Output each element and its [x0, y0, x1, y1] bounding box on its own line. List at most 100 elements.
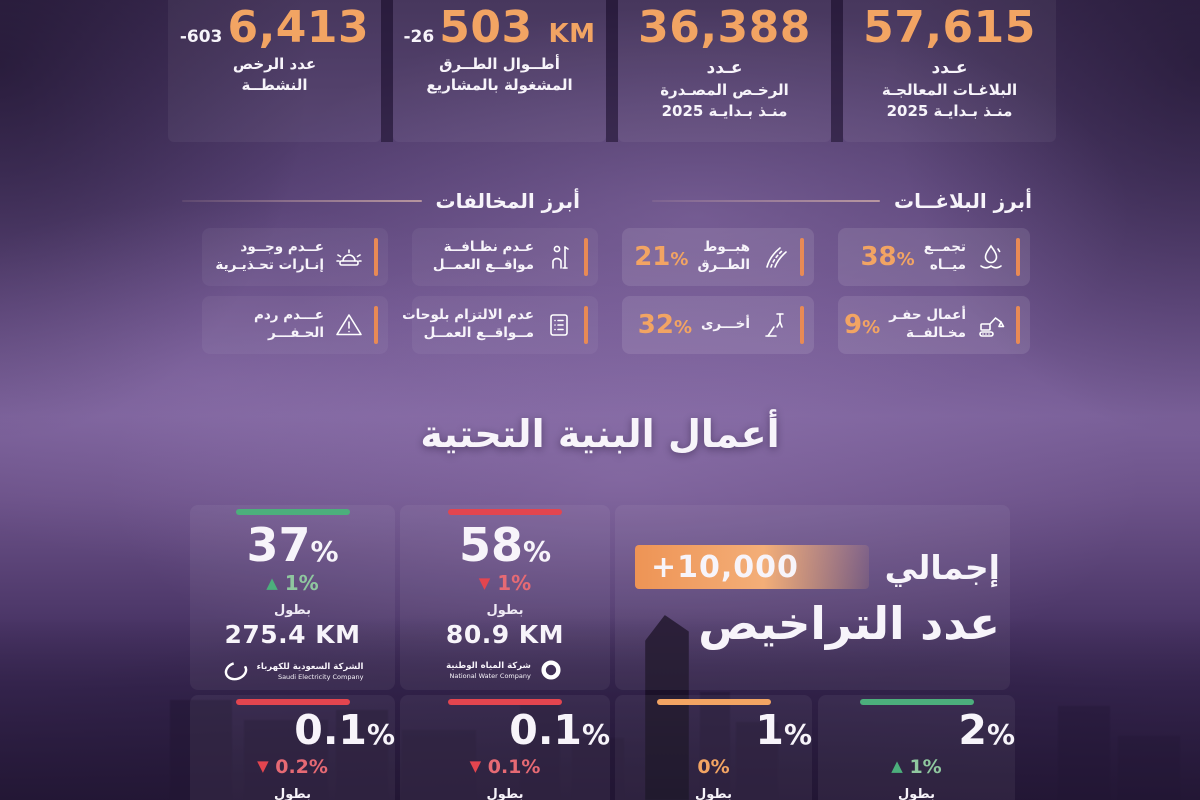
length-value: 275.4 KM: [224, 620, 361, 650]
stat-card-road-lengths: 503 KM -26 أطــوال الطــرق المشغولة بالم…: [393, 0, 606, 142]
small-percent: 0.1: [509, 706, 582, 754]
accent-bar: [584, 238, 588, 276]
report-item-illegal-excavation: أعمال حفـر مخـالفــة 9%: [838, 296, 1030, 354]
item-label: مواقــع العمــل: [432, 257, 534, 273]
stat-label: عدد الرخص: [232, 55, 317, 74]
trend-change: 0.1%: [487, 756, 541, 779]
company-card-water: 58% ▼ 1% بطول 80.9 KM شركة المياه الوطني…: [400, 505, 610, 690]
top-stats-row: 57,615 عـدد البلاغـات المعالجـة منـذ بـد…: [168, 0, 1056, 142]
stat-value: 6,413: [227, 2, 370, 53]
accent-bar-green: [235, 509, 350, 515]
trend-change: 1%: [909, 756, 942, 779]
item-label: مــواقــع العمــل: [423, 325, 534, 341]
company-card-electricity: 37% ▲ 1% بطول 275.4 KM الشركة السعودية ل…: [190, 505, 395, 690]
violations-section-header: أبرز المخالفات: [182, 188, 580, 214]
total-value-bar: +10,000: [635, 545, 869, 589]
road-icon: [759, 241, 791, 273]
small-stat-card-2: 0.1% ▼ 0.1% بطول: [400, 695, 610, 800]
item-percent: 9: [844, 310, 863, 340]
total-title: عدد التراخيص: [698, 597, 1000, 650]
building-silhouette: [1058, 706, 1110, 800]
trend-change: 1%: [497, 571, 532, 596]
trend-change: 1%: [284, 571, 319, 596]
stat-label: منـذ بـدايـة 2025: [886, 101, 1013, 120]
stat-label: عـدد: [706, 58, 743, 79]
infrastructure-section-title: أعمال البنية التحتية: [420, 412, 780, 456]
top-issues-grid: تجمــع ميــاه 38% هبــوط الطــرق 21%: [182, 228, 1030, 354]
company-percent: 58: [458, 518, 523, 572]
nwc-logo-icon: [538, 657, 564, 683]
jackhammer-icon: [759, 309, 791, 341]
length-label: بطول: [274, 787, 311, 800]
item-label: مخـالفــة: [906, 325, 966, 341]
item-percent: 38: [860, 242, 897, 272]
building-silhouette: [1118, 736, 1180, 800]
item-label: عـــدم ردم: [253, 307, 324, 324]
nwc-logo: شركة المياه الوطنية National Water Compa…: [400, 657, 610, 683]
length-label: بطول: [695, 787, 732, 800]
trend-down-arrow: ▼: [478, 574, 491, 593]
item-label: عـدم نظـافــة: [443, 239, 534, 256]
item-label: ميــاه: [929, 257, 966, 273]
header-divider-line: [182, 200, 422, 202]
stat-value: 36,388: [638, 2, 811, 53]
item-percent: 32: [637, 310, 674, 340]
section-title: أبرز البلاغــات: [894, 189, 1032, 213]
siren-icon: [333, 241, 365, 273]
sec-logo-icon: [222, 657, 250, 685]
small-percent: 2: [958, 706, 987, 754]
report-item-water-pooling: تجمــع ميــاه 38%: [838, 228, 1030, 286]
item-label: إنـارات تحـذيـرية: [215, 257, 324, 273]
item-label: عــدم وجــود: [240, 239, 324, 256]
stat-label: النشطــة: [241, 75, 308, 94]
warning-triangle-icon: [333, 309, 365, 341]
small-stat-card-3: 1% 0% بطول: [615, 695, 812, 800]
accent-bar: [584, 306, 588, 344]
company-name-en: National Water Company: [449, 671, 531, 680]
item-label: عدم الالتزام بلوحات: [402, 307, 534, 324]
excavator-icon: [975, 309, 1007, 341]
total-side-label: إجمالي: [884, 547, 1000, 587]
stat-value: 503: [439, 2, 533, 53]
stat-unit: KM: [548, 19, 596, 49]
company-name-en: Saudi Electricity Company: [277, 672, 364, 681]
report-item-other: أخـــرى 32%: [622, 296, 814, 354]
worker-icon: [543, 241, 575, 273]
skyscraper-silhouette: [645, 615, 689, 800]
trend-down-arrow: ▼: [257, 757, 269, 776]
length-label: بطول: [486, 787, 524, 800]
length-value: 80.9 KM: [445, 620, 565, 650]
total-value: +10,000: [651, 549, 799, 585]
trend-change: 0%: [697, 756, 730, 779]
sec-logo: الشركة السعودية للكهرباء Saudi Electrici…: [190, 657, 395, 685]
stat-label: منـذ بـدايـة 2025: [661, 101, 788, 120]
accent-bar-red: [235, 699, 350, 705]
accent-bar: [800, 238, 804, 276]
card-divider: [831, 0, 843, 142]
stat-label: أطــوال الطــرق: [439, 55, 560, 74]
item-label: الطــرق: [697, 257, 750, 273]
stat-delta: -603: [179, 27, 223, 47]
accent-bar: [1016, 306, 1020, 344]
small-stat-card-4: 2% ▲ 1% بطول: [818, 695, 1015, 800]
accent-bar-red: [448, 699, 562, 705]
length-label: بطول: [898, 787, 935, 800]
trend-up-arrow: ▲: [266, 574, 278, 593]
stat-label: عـدد: [931, 58, 968, 79]
company-name-ar: الشركة السعودية للكهرباء: [256, 661, 364, 672]
stat-delta: -26: [403, 27, 435, 47]
stat-value: 57,615: [863, 2, 1036, 53]
total-licenses-panel: إجمالي +10,000 عدد التراخيص: [615, 505, 1010, 690]
violation-item-site-cleanliness: عـدم نظـافــة مواقــع العمــل: [412, 228, 598, 286]
item-percent: 21: [634, 242, 671, 272]
card-divider: [606, 0, 618, 142]
small-percent: 1: [755, 706, 784, 754]
violation-item-pit-backfilling: عـــدم ردم الحـفـــر: [202, 296, 388, 354]
stat-label: المشغولة بالمشاريع: [426, 75, 573, 94]
item-label: الحـفـــر: [268, 325, 324, 341]
header-divider-line: [652, 200, 881, 202]
item-label: هبــوط: [703, 239, 750, 256]
company-name-ar: شركة المياه الوطنية: [446, 660, 531, 671]
accent-bar-red: [448, 509, 562, 515]
